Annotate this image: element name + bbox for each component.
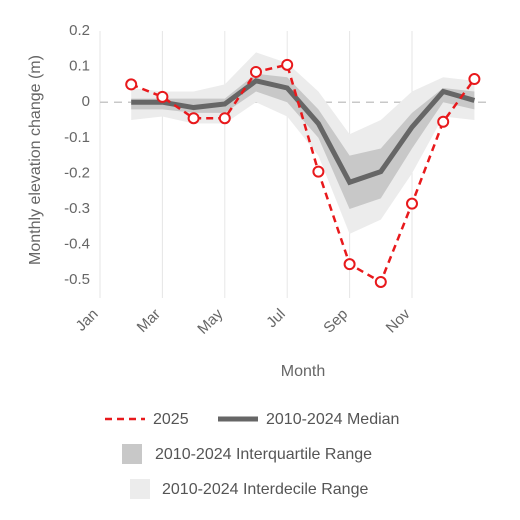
y-tick-label: -0.4 — [64, 236, 90, 253]
range-band — [131, 52, 475, 234]
data-point — [281, 58, 294, 71]
y-tick-label: 0.1 — [69, 58, 90, 75]
data-point — [156, 90, 169, 103]
legend: 2025 2010-2024 Median 2010-2024 Interquart… — [105, 411, 399, 499]
x-tick-label: May — [194, 305, 226, 337]
x-tick-label: Jan — [73, 306, 102, 335]
data-point — [343, 258, 356, 271]
y-tick-label: -0.2 — [64, 164, 90, 181]
x-tick-label: Jul — [263, 306, 289, 332]
y-tick-label: -0.3 — [64, 200, 90, 217]
x-tick-label: Sep — [320, 306, 351, 337]
y-tick-label: -0.1 — [64, 129, 90, 146]
data-point — [250, 65, 262, 78]
x-tick-label: Mar — [134, 306, 164, 336]
y-tick-label: 0.2 — [69, 22, 90, 39]
data-point — [312, 165, 325, 178]
plot-area — [99, 31, 490, 298]
data-point — [218, 112, 231, 125]
y-tick-label: 0 — [82, 93, 90, 110]
legend-swatch — [122, 444, 142, 464]
legend-swatch — [130, 479, 150, 499]
data-point — [374, 275, 387, 288]
x-tick-label: Nov — [383, 305, 414, 336]
y-tick-label: -0.5 — [64, 271, 90, 288]
legend-label: 2010-2024 Interdecile Range — [162, 481, 368, 498]
x-axis-label: Month — [281, 363, 325, 380]
data-point — [437, 115, 450, 128]
legend-label: 2010-2024 Median — [266, 411, 399, 428]
series-line — [130, 63, 476, 284]
legend-label: 2010-2024 Interquartile Range — [155, 446, 372, 463]
data-point — [187, 112, 200, 125]
y-axis-label: Monthly elevation change (m) — [27, 55, 44, 265]
legend-label: 2025 — [153, 411, 189, 428]
data-point — [468, 73, 481, 86]
data-point — [125, 78, 138, 91]
median-line — [131, 78, 476, 186]
range-band — [131, 73, 475, 209]
data-point — [406, 197, 418, 210]
